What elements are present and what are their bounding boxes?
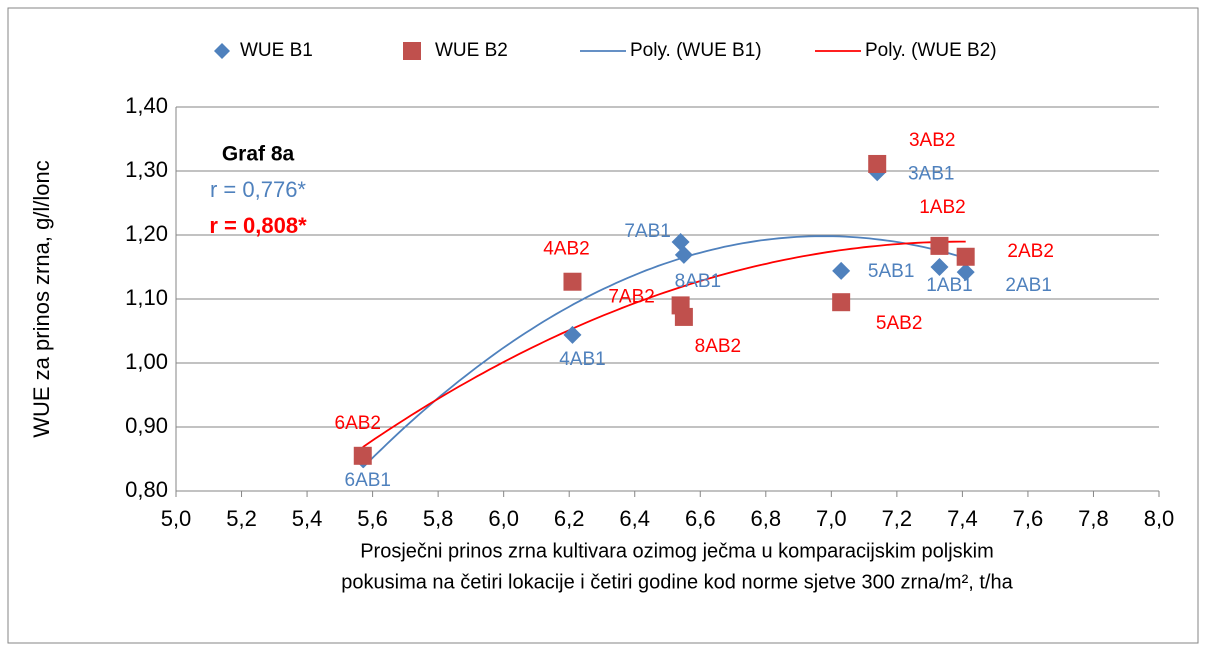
point [956,247,975,266]
annotation: Graf 8a [222,143,295,166]
x-axis-title: Prosječni prinos zrna kultivara ozimog j… [360,540,994,562]
x-tick-label: 6,4 [619,506,650,531]
trendline [362,240,966,448]
point [832,293,851,312]
point-label: 2AB1 [1005,275,1051,296]
chart-frame [7,7,1199,644]
x-tick-label: 5,0 [161,506,192,531]
y-tick-label: 1,30 [125,157,168,182]
x-tick-label: 6,8 [751,506,782,531]
x-tick-label: 8,0 [1144,506,1175,531]
point [832,261,851,280]
point-label: 7AB2 [608,286,654,307]
point [674,307,693,326]
point-label: 5AB2 [876,313,922,334]
y-axis-title: WUE za prinos zrna, g/l/lonc [29,160,54,438]
point [353,446,372,465]
y-tick-label: 1,00 [125,349,168,374]
x-tick-label: 6,0 [488,506,519,531]
y-tick-label: 1,20 [125,221,168,246]
point [563,272,582,291]
legend-label: Poly. (WUE B1) [630,40,762,61]
x-tick-label: 7,0 [816,506,847,531]
x-tick-label: 5,4 [292,506,323,531]
point [868,154,887,173]
point-label: 1AB2 [919,197,965,218]
point [956,263,975,282]
legend-marker [403,42,421,60]
y-tick-label: 1,10 [125,285,168,310]
point [674,245,693,264]
annotation: r = 0,808* [209,213,307,238]
x-tick-label: 6,6 [685,506,716,531]
x-tick-label: 7,6 [1013,506,1044,531]
point [930,236,949,255]
point-label: 6AB1 [345,470,391,491]
legend-label: WUE B1 [240,40,313,61]
point-label: 4AB1 [559,349,605,370]
x-tick-label: 7,8 [1078,506,1109,531]
point-label: 6AB2 [335,413,381,434]
point [930,258,949,276]
x-tick-label: 7,4 [947,506,978,531]
point [671,233,690,252]
point-label: 3AB1 [908,163,954,184]
y-tick-label: 0,80 [125,477,168,502]
point-label: 8AB2 [695,336,741,357]
annotation: r = 0,776* [210,177,306,202]
x-tick-label: 6,2 [554,506,585,531]
y-tick-label: 1,40 [125,93,168,118]
y-tick-label: 0,90 [125,413,168,438]
point-label: 4AB2 [543,239,589,260]
point-label: 2AB2 [1007,241,1053,262]
x-tick-label: 5,2 [226,506,257,531]
x-axis-title: pokusima na četiri lokacije i četiri god… [341,571,1013,593]
point [563,325,582,344]
point-label: 1AB1 [926,275,972,296]
x-tick-label: 7,2 [882,506,913,531]
x-tick-label: 5,8 [423,506,454,531]
point-label: 3AB2 [909,130,955,151]
trendline [362,235,966,469]
x-tick-label: 5,6 [357,506,388,531]
point-label: 5AB1 [868,261,914,282]
legend-label: Poly. (WUE B2) [865,40,997,61]
point-label: 8AB1 [675,271,721,292]
legend-marker [214,43,230,59]
point-label: 7AB1 [624,221,670,242]
legend-label: WUE B2 [435,40,508,61]
